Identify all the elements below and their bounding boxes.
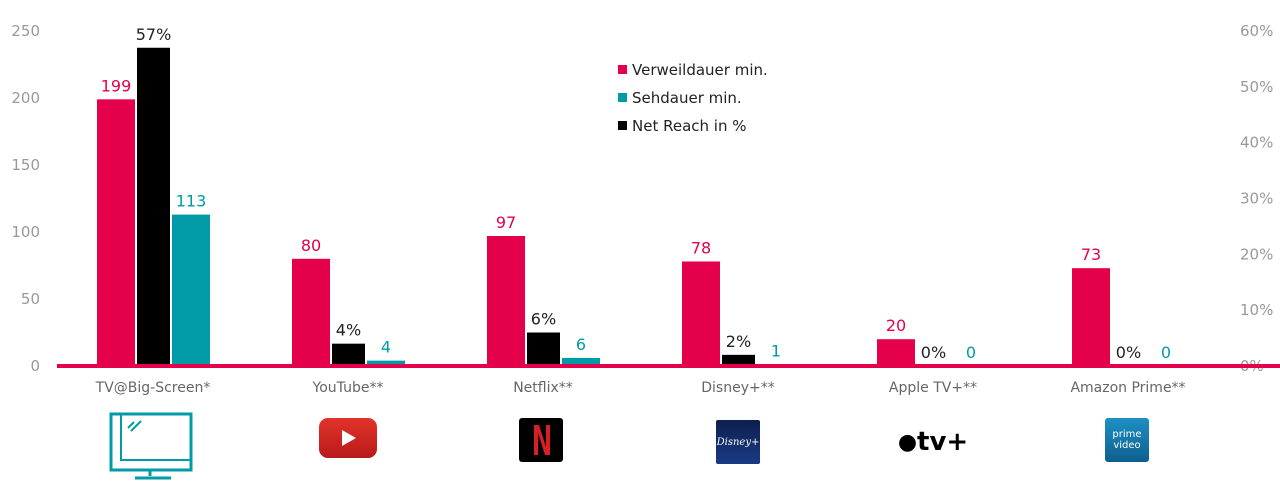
data-label: 80 — [301, 236, 321, 255]
right-axis-tick: 10% — [1240, 301, 1273, 319]
bar-verweildauer — [97, 99, 135, 366]
bar-sehdauer — [562, 357, 600, 366]
data-label: 0% — [1116, 343, 1141, 362]
right-axis-tick: 40% — [1240, 134, 1273, 152]
legend-swatch — [618, 93, 627, 102]
data-label: 4% — [336, 321, 361, 340]
data-label: 6% — [531, 310, 556, 329]
apple-tv-logo: ● tv+ — [897, 427, 969, 457]
data-label: 1 — [771, 342, 781, 361]
legend-swatch — [618, 121, 627, 130]
left-axis-tick: 200 — [11, 89, 40, 107]
left-axis-tick: 50 — [21, 290, 40, 308]
data-label: 57% — [136, 25, 172, 44]
data-label: 0 — [1161, 343, 1171, 362]
right-axis-tick: 30% — [1240, 190, 1273, 208]
legend-label: Sehdauer min. — [632, 89, 742, 107]
left-axis-tick: 0 — [30, 357, 40, 375]
left-axis-tick: 100 — [11, 223, 40, 241]
bar-net — [527, 332, 560, 366]
youtube-logo — [319, 418, 377, 458]
tv-icon — [105, 412, 200, 482]
data-label: 4 — [381, 338, 391, 357]
category-label: Netflix** — [513, 380, 573, 396]
data-label: 199 — [101, 76, 132, 95]
legend-label: Net Reach in % — [632, 117, 747, 135]
data-label: 113 — [176, 192, 207, 211]
netflix-logo — [519, 418, 563, 462]
bar-verweildauer — [292, 258, 330, 366]
left-axis-tick: 150 — [11, 156, 40, 174]
data-label: 78 — [691, 238, 711, 257]
legend-swatch — [618, 65, 627, 74]
right-axis-tick: 60% — [1240, 22, 1273, 40]
prime-video-logo: prime video — [1105, 418, 1149, 462]
bar-net — [137, 47, 170, 366]
disney-plus-logo: Disney+ — [716, 420, 760, 464]
bar-verweildauer — [1072, 268, 1110, 366]
bar-verweildauer — [487, 236, 525, 366]
data-label: 73 — [1081, 245, 1101, 264]
bar-sehdauer — [172, 214, 210, 366]
category-label: TV@Big-Screen* — [95, 380, 211, 396]
category-label: Disney+** — [701, 380, 774, 396]
category-label: YouTube** — [312, 380, 384, 396]
legend-label: Verweildauer min. — [632, 61, 768, 79]
baseline — [57, 364, 1280, 368]
right-axis-tick: 20% — [1240, 245, 1273, 263]
right-axis-tick: 50% — [1240, 78, 1273, 96]
category-label: Apple TV+** — [889, 380, 977, 396]
left-axis-tick: 250 — [11, 22, 40, 40]
bar-net — [722, 354, 755, 366]
data-label: 97 — [496, 213, 516, 232]
data-label: 0 — [966, 343, 976, 362]
bar-sehdauer — [367, 360, 405, 366]
category-label: Amazon Prime** — [1070, 380, 1185, 396]
bar-verweildauer — [877, 339, 915, 366]
data-label: 20 — [886, 316, 906, 335]
data-label: 6 — [576, 335, 586, 354]
data-label: 0% — [921, 343, 946, 362]
bar-net — [332, 343, 365, 366]
bar-verweildauer — [682, 261, 720, 366]
data-label: 2% — [726, 332, 751, 351]
